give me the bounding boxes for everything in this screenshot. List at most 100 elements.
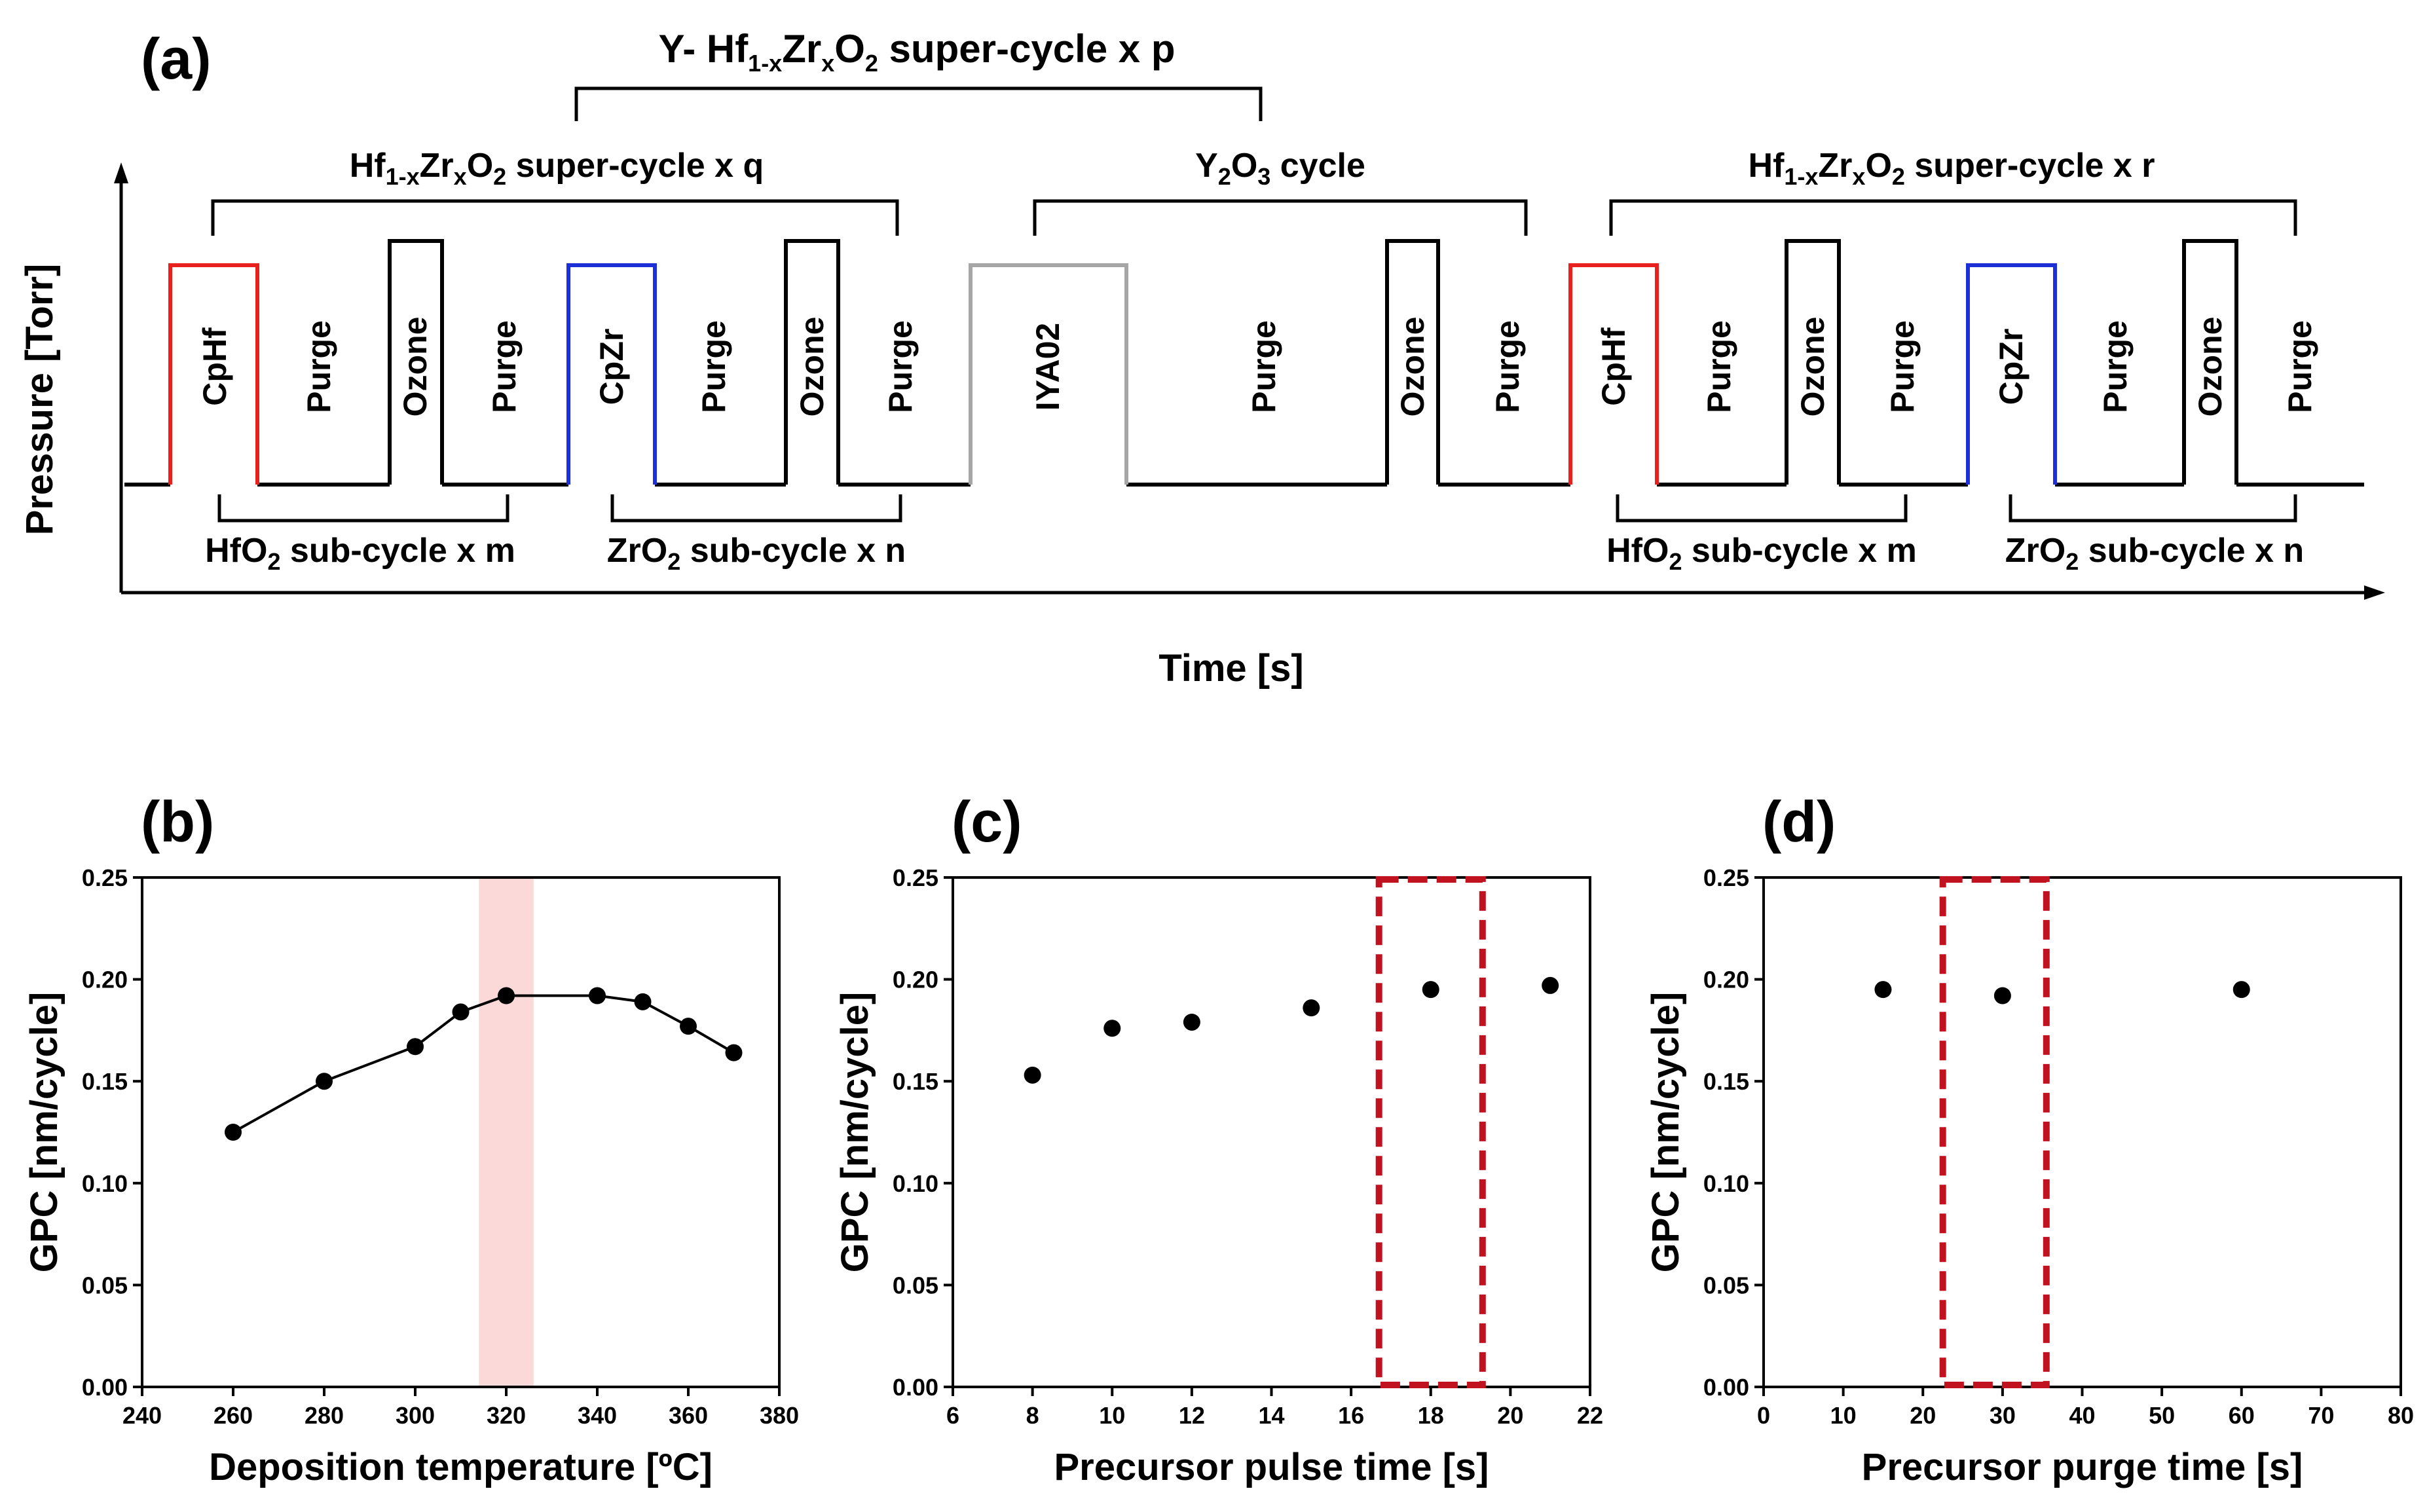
data-point xyxy=(634,993,652,1010)
panel-c-chart: (c) 6 8 10 12 14 16 18 20 22 0.00 0.05 0.10 0.15 0.20 0… xyxy=(834,789,1603,1488)
x-tick-label: 260 xyxy=(213,1402,253,1429)
plot-frame xyxy=(141,876,781,1388)
bracket-below-2-label: ZrO2 sub-cycle x n xyxy=(607,532,906,575)
y-tick-label: 0.00 xyxy=(893,1374,938,1401)
pulse-label-purge: Purge xyxy=(1884,320,1921,413)
selected-condition-box xyxy=(1939,876,2050,1388)
x-tick-label: 340 xyxy=(578,1402,617,1429)
data-point xyxy=(725,1044,743,1061)
panel-a-xlabel: Time [s] xyxy=(1158,647,1303,690)
plot-frame xyxy=(952,876,1591,1388)
x-tick-label: 300 xyxy=(396,1402,435,1429)
x-tick-label: 8 xyxy=(1026,1402,1039,1429)
ozone-pulse xyxy=(388,239,444,485)
panel-b-label: (b) xyxy=(141,789,214,854)
x-tick-label: 60 xyxy=(2229,1402,2255,1429)
bracket-below-4 xyxy=(2009,494,2297,523)
bracket-below-3-label: HfO2 sub-cycle x m xyxy=(1606,532,1917,575)
data-point xyxy=(680,1018,697,1035)
panel-c-label: (c) xyxy=(952,789,1022,854)
iya02-pulse xyxy=(969,263,1128,485)
selected-condition-box xyxy=(1375,876,1486,1388)
data-point xyxy=(2232,981,2250,999)
data-point xyxy=(225,1124,242,1141)
bracket-above-3-label: Hf1-xZrxO2 super-cycle x r xyxy=(1749,147,2155,190)
x-tick-label: 20 xyxy=(1497,1402,1523,1429)
bracket-below-1 xyxy=(217,494,509,523)
pulse-label-ozone: Ozone xyxy=(397,317,434,417)
data-point xyxy=(1542,976,1559,994)
bracket-above-2 xyxy=(1033,199,1528,236)
bracket-above-1-label: Hf1-xZrxO2 super-cycle x q xyxy=(350,147,764,190)
x-tick-label: 0 xyxy=(1757,1402,1770,1429)
bracket-below-3 xyxy=(1616,494,1908,523)
pulse-label-iya02: IYA02 xyxy=(1029,323,1066,411)
panel-a-timing-diagram: (a) Pressure [Torr] Time [s] Y- Hf1-xZrx… xyxy=(18,26,2385,690)
bracket-above-2-label: Y2O3 cycle xyxy=(1195,147,1365,190)
bracket-below-1-label: HfO2 sub-cycle x m xyxy=(205,532,515,575)
y-axis-title: GPC [nm/cycle] xyxy=(23,992,65,1273)
y-tick-label: 0.05 xyxy=(1703,1272,1749,1299)
pulse-label-purge: Purge xyxy=(695,320,732,413)
y-tick-label: 0.25 xyxy=(82,864,128,891)
pulse-train xyxy=(124,239,2364,487)
ozone-pulse xyxy=(784,239,840,485)
plot-frame xyxy=(1762,876,2402,1388)
y-tick-label: 0.15 xyxy=(82,1068,128,1095)
panel-a-label: (a) xyxy=(141,26,212,91)
x-tick-label: 20 xyxy=(1910,1402,1936,1429)
bracket-below-4-label: ZrO2 sub-cycle x n xyxy=(2005,532,2304,575)
y-tick-label: 0.00 xyxy=(1703,1374,1749,1401)
pulse-label-purge: Purge xyxy=(1489,320,1526,413)
data-point xyxy=(1183,1013,1200,1031)
pulse-label-cpzr: CpZr xyxy=(1993,329,2029,405)
y-tick-label: 0.20 xyxy=(1703,967,1749,993)
panel-a-y-axis-arrow xyxy=(114,162,128,183)
x-tick-label: 10 xyxy=(1830,1402,1857,1429)
x-tick-label: 22 xyxy=(1577,1402,1603,1429)
cphf-pulse xyxy=(1568,263,1659,485)
x-tick-label: 50 xyxy=(2149,1402,2175,1429)
y-axis-title: GPC [nm/cycle] xyxy=(834,992,876,1273)
x-tick-label: 40 xyxy=(2069,1402,2095,1429)
data-point xyxy=(452,1003,470,1021)
y-axis-title: GPC [nm/cycle] xyxy=(1644,992,1687,1273)
pulse-label-ozone: Ozone xyxy=(1394,317,1431,417)
panel-d-chart: (d) 0 10 20 30 40 50 60 70 80 0.00 0.05 0.10 0.15 0.20… xyxy=(1644,789,2414,1488)
x-tick-label: 320 xyxy=(487,1402,526,1429)
pulse-label-purge: Purge xyxy=(1246,320,1282,413)
x-tick-label: 80 xyxy=(2388,1402,2414,1429)
data-point xyxy=(1422,981,1439,999)
x-tick-label: 30 xyxy=(1990,1402,2016,1429)
bracket-below-2 xyxy=(610,494,902,523)
ozone-pulse xyxy=(1385,239,1440,485)
data-point xyxy=(498,987,515,1005)
pulse-label-purge: Purge xyxy=(301,320,337,413)
y-tick-label: 0.05 xyxy=(893,1272,938,1299)
pulse-label-cphf: CpHf xyxy=(1595,327,1632,406)
pulse-label-ozone: Ozone xyxy=(1794,317,1831,417)
bracket-above-3 xyxy=(1609,199,2297,236)
y-tick-label: 0.10 xyxy=(82,1170,128,1197)
cpzr-pulse xyxy=(566,263,657,485)
x-tick-label: 6 xyxy=(946,1402,959,1429)
panel-a-x-axis-arrow xyxy=(2364,585,2385,600)
x-tick-label: 70 xyxy=(2308,1402,2334,1429)
top-bracket-line xyxy=(574,86,1263,121)
y-tick-label: 0.20 xyxy=(82,967,128,993)
cpzr-pulse xyxy=(1966,263,2057,485)
pulse-label-cphf: CpHf xyxy=(196,327,233,406)
pulse-label-purge: Purge xyxy=(1701,320,1737,413)
pulse-label-purge: Purge xyxy=(2282,320,2318,413)
x-tick-label: 16 xyxy=(1338,1402,1364,1429)
pulse-label-purge: Purge xyxy=(486,320,523,413)
pulse-label-ozone: Ozone xyxy=(794,317,830,417)
x-tick-label: 280 xyxy=(305,1402,344,1429)
panel-d-label: (d) xyxy=(1762,789,1836,854)
x-axis-title: Precursor pulse time [s] xyxy=(1054,1446,1489,1488)
y-tick-label: 0.25 xyxy=(893,864,938,891)
cphf-pulse xyxy=(168,263,259,485)
y-tick-label: 0.00 xyxy=(82,1374,128,1401)
y-tick-label: 0.25 xyxy=(1703,864,1749,891)
